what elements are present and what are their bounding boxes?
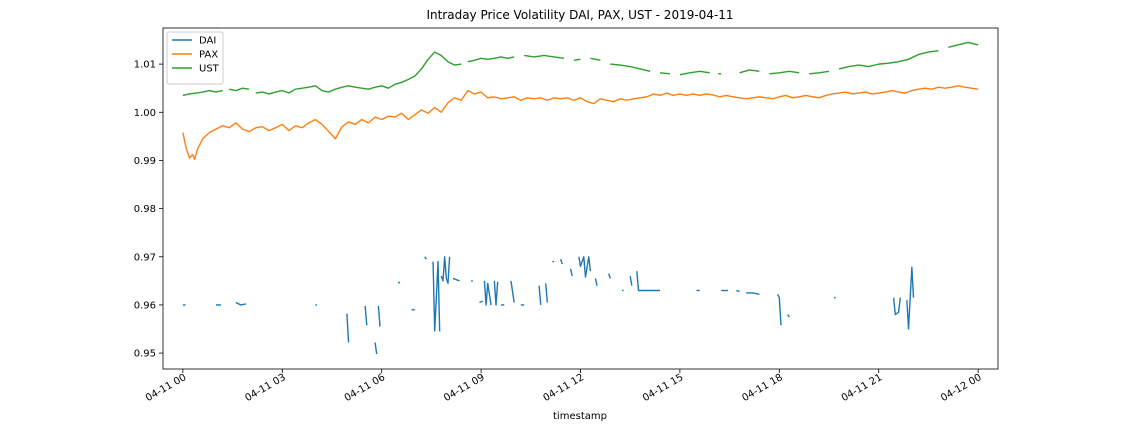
series-dai-segment — [746, 292, 760, 296]
y-tick-label: 1.00 — [134, 108, 156, 119]
series-ust-segment — [679, 70, 710, 76]
legend-label-pax: PAX — [199, 50, 218, 61]
series-dai-segment — [346, 313, 350, 343]
series-ust-segment — [948, 41, 979, 48]
y-axis: 0.95 0.96 0.97 0.98 0.99 1.00 1.01 — [134, 60, 163, 360]
series-ust-segment — [229, 87, 250, 92]
series-ust-segment — [838, 49, 939, 70]
series-dai-segment — [569, 268, 573, 277]
x-tick-label: 04-11 09 — [442, 372, 486, 404]
series-dai-segment — [479, 300, 484, 304]
y-tick-label: 0.96 — [134, 300, 156, 311]
x-tick-label: 04-11 21 — [840, 372, 884, 404]
series-dai-segment — [374, 342, 378, 355]
series-dai-segment — [452, 277, 460, 282]
series-ust-segment — [467, 56, 515, 63]
series-dai-segment — [636, 271, 661, 292]
series-ust-segment — [182, 89, 223, 97]
series-dai-segment — [424, 256, 427, 260]
series-ust-segment — [739, 69, 760, 74]
series-ust-segment — [769, 70, 800, 75]
series-pax-segment — [182, 85, 979, 161]
series-dai-segment — [594, 278, 598, 286]
x-axis-title: timestamp — [553, 411, 607, 422]
x-axis: 04-11 00 04-11 03 04-11 06 04-11 09 04-11 12… — [144, 369, 984, 404]
series-dai-segment — [483, 280, 492, 306]
series-ust-segment — [809, 70, 830, 75]
series-pax — [182, 85, 979, 161]
x-tick-label: 04-11 06 — [343, 372, 387, 404]
x-tick-label: 04-11 18 — [740, 372, 784, 404]
series-dai-segment — [364, 305, 368, 326]
chart-title: Intraday Price Volatility DAI, PAX, UST … — [426, 8, 733, 22]
x-tick-label: 04-11 15 — [641, 372, 685, 404]
y-tick-label: 0.99 — [134, 156, 156, 167]
series-ust-segment — [524, 54, 565, 60]
series-dai-segment — [510, 280, 515, 303]
series-ust — [182, 41, 979, 97]
series-ust-segment — [659, 72, 671, 75]
y-tick-label: 0.98 — [134, 204, 156, 215]
x-tick-label: 04-11 03 — [243, 372, 287, 404]
series-ust-segment — [573, 58, 581, 61]
y-tick-label: 0.95 — [134, 349, 156, 360]
series-dai-segment — [777, 294, 782, 326]
series-dai-segment — [787, 314, 790, 318]
series-dai — [182, 256, 915, 355]
legend-label-dai: DAI — [199, 36, 216, 47]
x-tick-label: 04-11 12 — [542, 372, 586, 404]
series-dai-segment — [440, 256, 451, 284]
series-dai-segment — [578, 256, 592, 278]
series-dai-segment — [545, 283, 549, 303]
series-dai-segment — [607, 273, 611, 279]
y-tick-label: 0.97 — [134, 252, 156, 263]
axes-frame — [162, 27, 999, 370]
legend: DAI PAX UST — [166, 31, 224, 85]
series-dai-segment — [493, 280, 499, 306]
series-ust-segment — [590, 57, 601, 61]
series-dai-segment — [559, 258, 563, 265]
x-tick-label: 04-11 00 — [144, 372, 188, 404]
legend-box — [166, 31, 224, 85]
series-ust-segment — [610, 63, 651, 73]
series-dai-segment — [629, 275, 633, 286]
plot-area — [162, 27, 999, 370]
series-dai-segment — [906, 266, 915, 330]
legend-label-ust: UST — [199, 64, 220, 75]
series-dai-segment — [397, 281, 401, 284]
series-dai-segment — [377, 305, 381, 327]
series-dai-segment — [432, 260, 441, 332]
series-dai-segment — [892, 297, 901, 316]
series-ust-segment — [255, 51, 462, 95]
x-tick-label: 04-12 00 — [939, 372, 983, 404]
series-dai-segment — [235, 301, 246, 306]
series-dai-segment — [538, 285, 542, 306]
series-dai-segment — [736, 289, 740, 293]
y-tick-label: 1.01 — [134, 60, 156, 71]
